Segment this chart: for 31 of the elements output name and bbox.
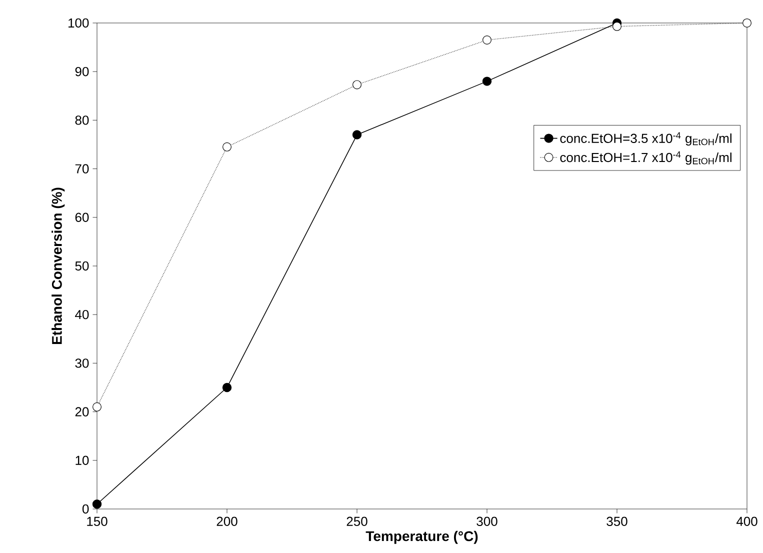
point: [92, 402, 102, 412]
x-tick-label: 400: [736, 516, 758, 526]
y-tick-label: 60: [75, 212, 89, 222]
x-tick-label: 150: [87, 516, 108, 526]
point: [222, 382, 232, 392]
point: [92, 500, 102, 509]
point: [482, 35, 492, 44]
y-tick-label: 80: [75, 116, 89, 125]
x-tick-label: 350: [606, 516, 628, 526]
y-tick-label: 30: [75, 358, 89, 368]
y-tick-label: 100: [68, 18, 89, 28]
x-tick-label: 300: [476, 516, 498, 526]
point: [352, 80, 362, 90]
y-tick-label: 20: [75, 407, 89, 416]
x-tick-label: 200: [216, 516, 238, 526]
point: [742, 18, 752, 28]
y-tick-label: 50: [75, 261, 89, 271]
legend-label: conc.EtOH=3.5 x10$^{-4}$ g$_{EtOH}$/ml: [560, 132, 732, 146]
y-tick-label: 70: [75, 164, 89, 174]
point: [612, 22, 622, 31]
y-tick-label: 90: [75, 66, 89, 76]
point: [352, 130, 362, 140]
point: [482, 76, 492, 86]
x-axis-title: Temperature (°C): [366, 530, 478, 544]
legend-label: conc.EtOH=1.7 x10$^{-4}$ g$_{EtOH}$/ml: [560, 151, 732, 165]
y-tick-label: 10: [76, 456, 89, 465]
y-tick-label: 0: [82, 504, 89, 514]
y-axis-title: Ethanol Conversion (%): [52, 188, 65, 344]
point: [222, 142, 232, 152]
y-tick-label: 40: [75, 310, 89, 320]
x-tick-label: 250: [346, 516, 368, 526]
